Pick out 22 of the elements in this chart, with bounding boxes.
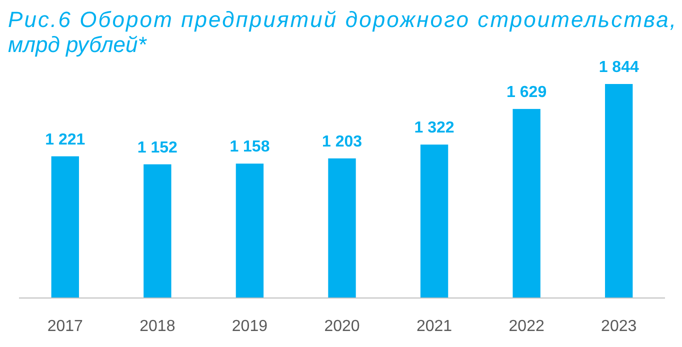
x-tick-label: 2017: [47, 318, 84, 335]
data-label: 1 844: [598, 59, 639, 76]
x-tick-label: 2018: [140, 318, 176, 335]
bar: [144, 164, 172, 298]
bar: [328, 158, 356, 298]
data-label: 1 152: [137, 139, 178, 156]
x-tick-label: 2019: [232, 318, 268, 335]
bar: [51, 156, 79, 298]
data-label: 1 322: [414, 120, 454, 137]
data-label: 1 203: [322, 133, 362, 150]
data-label: 1 221: [45, 131, 86, 148]
x-tick-label: 2023: [601, 318, 637, 335]
data-label: 1 158: [230, 138, 270, 156]
x-tick-label: 2020: [324, 318, 360, 335]
bar: [512, 108, 540, 298]
chart-title: Рис.6 Оборот предприятий дорожного строительства, млрд рублей*: [8, 7, 676, 57]
x-tick-label: 2022: [508, 318, 544, 335]
x-tick-label: 2021: [416, 318, 452, 335]
bar: [420, 144, 448, 298]
bar: [236, 164, 264, 298]
bar: [605, 84, 633, 298]
data-label: 1 629: [506, 84, 547, 101]
